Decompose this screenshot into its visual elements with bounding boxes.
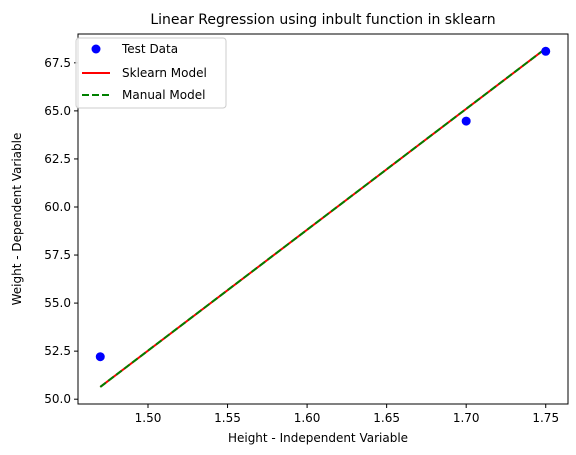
- test-data-point: [461, 116, 471, 126]
- y-tick-label: 50.0: [44, 392, 71, 406]
- legend-marker-test-data: [91, 44, 101, 54]
- x-tick-label: 1.55: [214, 411, 241, 425]
- y-tick-label: 52.5: [44, 344, 71, 358]
- y-tick-label: 55.0: [44, 296, 71, 310]
- y-tick-label: 62.5: [44, 152, 71, 166]
- x-tick-label: 1.65: [373, 411, 400, 425]
- legend: Test Data Sklearn Model Manual Model: [75, 37, 227, 109]
- x-tick-label: 1.60: [294, 411, 321, 425]
- y-tick-label: 65.0: [44, 104, 71, 118]
- manual-model-line: [99, 47, 547, 388]
- test-data-point: [95, 352, 105, 362]
- legend-label-sklearn: Sklearn Model: [122, 66, 207, 80]
- x-axis-ticks: 1.50 1.55 1.60 1.65 1.70 1.75: [135, 404, 559, 425]
- y-axis-label: Weight - Dependent Variable: [10, 133, 24, 306]
- chart-title: Linear Regression using inbult function …: [150, 12, 495, 28]
- y-axis-ticks: 50.0 52.5 55.0 57.5 60.0 62.5 65.0 67.5: [44, 56, 78, 406]
- legend-label-manual: Manual Model: [122, 88, 205, 102]
- x-tick-label: 1.50: [135, 411, 162, 425]
- legend-label-test-data: Test Data: [121, 42, 178, 56]
- y-tick-label: 67.5: [44, 56, 71, 70]
- x-tick-label: 1.75: [532, 411, 559, 425]
- y-tick-label: 57.5: [44, 248, 71, 262]
- x-tick-label: 1.70: [453, 411, 480, 425]
- test-data-point: [541, 46, 551, 56]
- series-layer: [95, 46, 551, 388]
- x-axis-label: Height - Independent Variable: [228, 431, 408, 445]
- legend-box: [75, 37, 227, 109]
- y-tick-label: 60.0: [44, 200, 71, 214]
